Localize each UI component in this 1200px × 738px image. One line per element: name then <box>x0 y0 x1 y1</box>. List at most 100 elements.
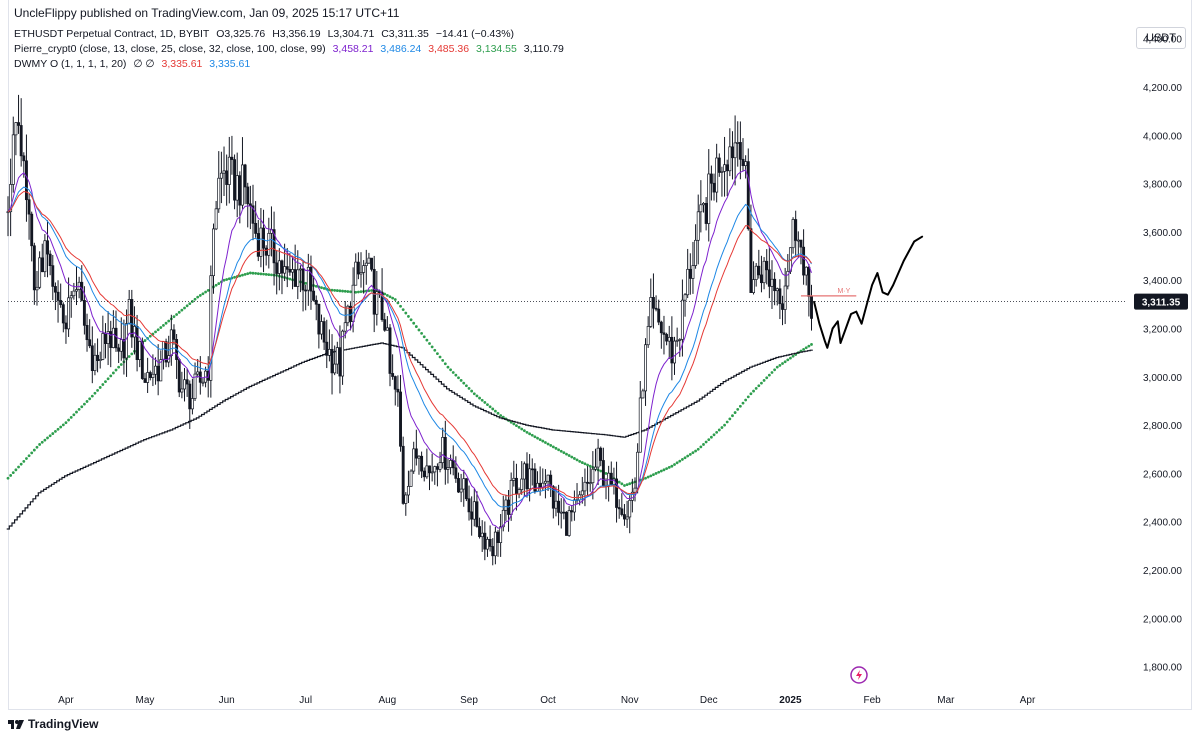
candle-body <box>119 339 123 352</box>
candle-body <box>588 482 592 485</box>
y-tick-label: 4,400.00 <box>1143 35 1182 46</box>
ma100-dot <box>554 446 558 450</box>
ma100-dot <box>586 463 589 467</box>
ma25-line <box>7 186 812 508</box>
candle-body <box>388 327 392 374</box>
footer: TradingView <box>8 714 98 734</box>
ma100-dot <box>251 271 255 275</box>
candle-body <box>375 291 379 315</box>
candle-body <box>457 478 460 493</box>
candle-body <box>38 257 42 288</box>
ma100-dot <box>720 426 724 429</box>
bolt-icon[interactable] <box>850 666 868 684</box>
candle-body <box>752 279 755 293</box>
ma100-dot <box>454 373 458 377</box>
y-tick-label: 3,400.00 <box>1143 276 1182 287</box>
candle-body <box>338 347 342 377</box>
candle-body <box>462 478 466 490</box>
candle-body <box>720 170 724 173</box>
ma100-dot <box>241 273 244 277</box>
candle-body <box>272 229 276 264</box>
ma100-dot <box>675 461 679 465</box>
ma100-dot <box>167 319 171 323</box>
ma100-dot <box>578 459 582 463</box>
candle-body <box>572 499 576 513</box>
ma100-dot <box>565 452 568 456</box>
ma100-dot <box>117 365 121 369</box>
ma100-dot <box>533 435 537 439</box>
symbol-name: ETHUSDT Perpetual Contract, 1D, BYBIT <box>14 28 210 40</box>
ma100-dot <box>409 318 413 322</box>
ma100-dot <box>198 294 202 297</box>
ma100-dot <box>259 272 263 276</box>
currency-selector[interactable]: USDT <box>1136 27 1186 49</box>
ma100-dot <box>496 411 500 415</box>
ma100-dot <box>530 433 534 437</box>
indicator1-legend[interactable]: Pierre_crypt0 (close, 13, close, 25, clo… <box>14 43 568 55</box>
candle-body <box>85 324 89 341</box>
ma100-dot <box>486 403 489 406</box>
ma100-dot <box>475 394 479 398</box>
ma100-dot <box>243 273 247 276</box>
candle-body <box>322 321 326 343</box>
candle-body <box>138 340 142 361</box>
candle-body <box>277 260 281 274</box>
tradingview-brand: TradingView <box>28 717 99 731</box>
candle-body <box>404 494 408 504</box>
ma100-dot <box>320 286 323 290</box>
projection-drawing[interactable] <box>813 235 924 349</box>
x-tick-label: Oct <box>540 695 556 706</box>
candle-body <box>243 164 247 188</box>
ma100-dot <box>646 475 650 479</box>
candle-body <box>96 354 100 361</box>
ma100-dot <box>80 405 84 409</box>
candle-body <box>219 172 223 179</box>
candle-body <box>420 455 424 472</box>
candle-body <box>196 371 200 375</box>
ma100-dot <box>449 368 452 372</box>
ma100-dot <box>349 290 352 294</box>
candle-body <box>201 381 205 384</box>
indicator1-value-3: 3,134.55 <box>475 43 517 55</box>
ma100-dot <box>525 430 529 434</box>
ma100-dot <box>570 455 574 459</box>
ma100-dot <box>196 295 200 299</box>
ma100-dot <box>333 288 337 292</box>
candle-body <box>443 437 447 470</box>
candle-body <box>731 146 734 159</box>
ma100-dot <box>762 379 766 382</box>
candle-body <box>707 173 711 224</box>
candle-body <box>543 480 547 484</box>
ma100-dot <box>512 422 516 426</box>
ma13-line <box>7 169 812 529</box>
ma100-dot <box>343 289 347 293</box>
candle-body <box>804 266 808 276</box>
indicator2-legend[interactable]: DWMY O (1, 1, 1, 1, 20) ∅ ∅ 3,335.61 3,3… <box>14 58 254 70</box>
candle-body <box>212 228 215 277</box>
candle-body <box>688 268 692 279</box>
ma100-dot <box>789 356 792 360</box>
candle-body <box>559 511 563 514</box>
candle-body <box>449 460 453 468</box>
price-label-group: 3,311.35 <box>1134 293 1188 310</box>
ma100-dot <box>38 443 42 446</box>
candle-body <box>649 297 653 327</box>
candle-body <box>6 211 10 214</box>
ma100-dot <box>335 289 339 292</box>
ma100-dot <box>557 448 560 452</box>
candle-body <box>478 526 482 538</box>
ma100-dot <box>443 362 447 366</box>
ma100-dot <box>130 352 134 356</box>
ma100-dot <box>667 465 671 469</box>
candle-body <box>451 460 455 469</box>
candle-body <box>675 339 679 342</box>
ma100-dot <box>175 313 179 316</box>
candle-body <box>98 359 102 361</box>
symbol-legend[interactable]: ETHUSDT Perpetual Contract, 1D, BYBIT O3… <box>14 28 518 40</box>
candle-body <box>799 239 803 248</box>
ma100-dot <box>483 401 487 404</box>
ohlc-close: C3,311.35 <box>381 28 429 40</box>
candle-body <box>56 291 60 301</box>
candle-body <box>235 175 239 201</box>
